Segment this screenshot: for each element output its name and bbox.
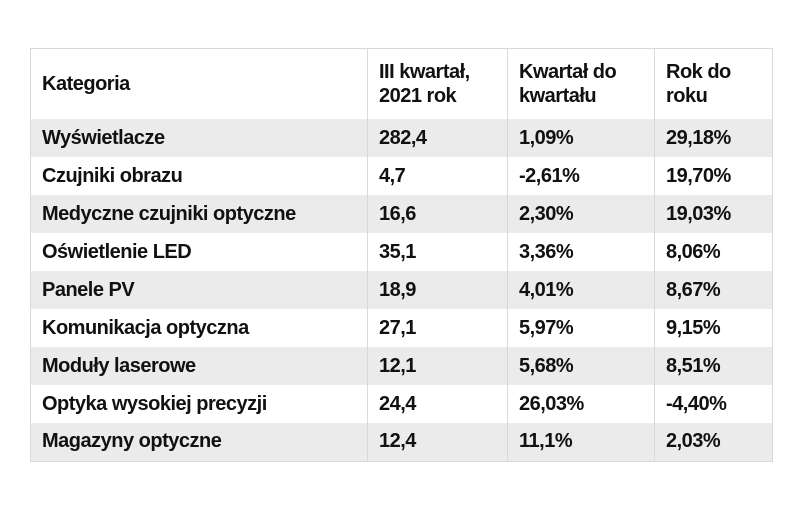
value-cell: 27,1	[367, 309, 508, 347]
table-row: Oświetlenie LED 35,1 3,36% 8,06%	[30, 233, 773, 271]
table-row: Komunikacja optyczna 27,1 5,97% 9,15%	[30, 309, 773, 347]
table-header: Kategoria III kwartał, 2021 rok Kwartał …	[30, 48, 773, 119]
value-cell: 19,70%	[654, 157, 773, 195]
value-cell: 2,03%	[654, 423, 773, 461]
value-cell: -2,61%	[507, 157, 655, 195]
column-header-yoy: Rok do roku	[654, 48, 773, 119]
category-cell: Medyczne czujniki optyczne	[30, 195, 368, 233]
value-cell: 5,97%	[507, 309, 655, 347]
value-cell: 3,36%	[507, 233, 655, 271]
category-cell: Magazyny optyczne	[30, 423, 368, 461]
value-cell: 29,18%	[654, 119, 773, 157]
data-table: Kategoria III kwartał, 2021 rok Kwartał …	[30, 48, 773, 462]
value-cell: 282,4	[367, 119, 508, 157]
table-row: Moduły laserowe 12,1 5,68% 8,51%	[30, 347, 773, 385]
value-cell: 1,09%	[507, 119, 655, 157]
value-cell: 16,6	[367, 195, 508, 233]
category-cell: Panele PV	[30, 271, 368, 309]
value-cell: 12,4	[367, 423, 508, 461]
value-cell: 12,1	[367, 347, 508, 385]
value-cell: 19,03%	[654, 195, 773, 233]
value-cell: 18,9	[367, 271, 508, 309]
value-cell: 2,30%	[507, 195, 655, 233]
category-cell: Moduły laserowe	[30, 347, 368, 385]
value-cell: 35,1	[367, 233, 508, 271]
value-cell: 5,68%	[507, 347, 655, 385]
column-header-category: Kategoria	[30, 48, 368, 119]
category-cell: Czujniki obrazu	[30, 157, 368, 195]
table-row: Wyświetlacze 282,4 1,09% 29,18%	[30, 119, 773, 157]
value-cell: 11,1%	[507, 423, 655, 461]
value-cell: 8,06%	[654, 233, 773, 271]
category-cell: Optyka wysokiej precyzji	[30, 385, 368, 423]
table-container: Kategoria III kwartał, 2021 rok Kwartał …	[30, 48, 773, 462]
column-header-q3-2021: III kwartał, 2021 rok	[367, 48, 508, 119]
header-row: Kategoria III kwartał, 2021 rok Kwartał …	[30, 48, 773, 119]
category-cell: Komunikacja optyczna	[30, 309, 368, 347]
table-row: Magazyny optyczne 12,4 11,1% 2,03%	[30, 423, 773, 461]
category-cell: Oświetlenie LED	[30, 233, 368, 271]
value-cell: 4,01%	[507, 271, 655, 309]
value-cell: 8,67%	[654, 271, 773, 309]
category-cell: Wyświetlacze	[30, 119, 368, 157]
value-cell: 9,15%	[654, 309, 773, 347]
value-cell: -4,40%	[654, 385, 773, 423]
table-row: Panele PV 18,9 4,01% 8,67%	[30, 271, 773, 309]
value-cell: 4,7	[367, 157, 508, 195]
value-cell: 24,4	[367, 385, 508, 423]
table-row: Optyka wysokiej precyzji 24,4 26,03% -4,…	[30, 385, 773, 423]
value-cell: 26,03%	[507, 385, 655, 423]
column-header-qoq: Kwartał do kwartału	[507, 48, 655, 119]
table-row: Czujniki obrazu 4,7 -2,61% 19,70%	[30, 157, 773, 195]
value-cell: 8,51%	[654, 347, 773, 385]
table-row: Medyczne czujniki optyczne 16,6 2,30% 19…	[30, 195, 773, 233]
table-body: Wyświetlacze 282,4 1,09% 29,18% Czujniki…	[30, 119, 773, 461]
